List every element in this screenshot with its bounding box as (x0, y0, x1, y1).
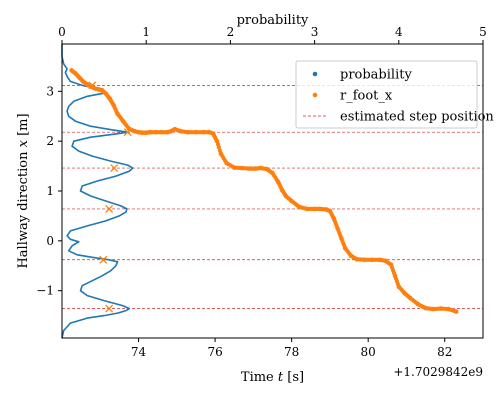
top-tick-label: 0 (58, 25, 66, 39)
probability-series (61, 44, 134, 339)
top-tick-label: 5 (479, 25, 487, 39)
r-foot-x-point (375, 257, 380, 262)
step-marker-stroke (105, 204, 114, 213)
step-marker (110, 164, 119, 173)
r-foot-x-point (338, 233, 343, 238)
r-foot-x-point (237, 165, 243, 171)
r-foot-x-point (342, 243, 347, 248)
x-axis-label-part: Time (241, 370, 278, 385)
r-foot-x-point (452, 308, 457, 314)
legend-label: r_foot_x (340, 89, 393, 104)
step-marker-stroke (88, 81, 97, 90)
legend-label: estimated step position (340, 110, 494, 125)
y-axis-ticks: −1 0 1 2 3 (36, 84, 62, 298)
step-marker-stroke (105, 304, 114, 313)
r-foot-x-point (302, 206, 308, 211)
y-axis-label-symbol: x (16, 139, 31, 147)
top-tick-label: 2 (227, 25, 235, 39)
r-foot-x-point (444, 306, 449, 312)
x-tick-label: 80 (361, 345, 376, 359)
x-axis-label-symbol: t (278, 370, 284, 385)
legend-marker (312, 92, 318, 98)
r-foot-x-point (347, 251, 352, 256)
r-foot-x-point (199, 130, 204, 135)
top-axis-label: probability (237, 13, 309, 28)
r-foot-x-point (114, 109, 119, 114)
y-tick-label: −1 (36, 284, 54, 298)
x-tick-label: 82 (437, 345, 452, 359)
x-tick-label: 74 (131, 345, 147, 359)
step-marker (105, 304, 114, 313)
r-foot-x-point (387, 261, 392, 266)
r-foot-x-point (401, 289, 406, 294)
top-tick-label: 1 (142, 25, 150, 39)
legend-label: probability (340, 68, 412, 83)
r-foot-x-point (213, 137, 219, 142)
r-foot-x-point (391, 270, 397, 276)
y-tick-label: 0 (46, 234, 54, 248)
r-foot-x-point (330, 214, 335, 219)
x-axis-label-part: [s] (283, 370, 304, 385)
x-tick-label: 76 (207, 345, 222, 359)
y-axis-label-part: [m] (16, 113, 31, 140)
r-foot-x-point (406, 294, 411, 299)
x-axis-label: Time t [s] (241, 370, 304, 385)
r-foot-x-point (191, 130, 197, 135)
x-axis-ticks: 74 76 78 80 82 (131, 338, 452, 359)
y-axis-label-part: Hallway direction (16, 147, 31, 268)
x-tick-label: 78 (284, 345, 299, 359)
y-tick-label: 3 (46, 84, 54, 98)
r-foot-x-point (217, 148, 222, 153)
r-foot-x-point (223, 158, 228, 163)
probability-curve (61, 44, 134, 339)
r-foot-x-point (288, 197, 293, 202)
top-tick-label: 4 (395, 25, 403, 39)
step-marker-stroke (123, 128, 132, 137)
r-foot-x-point (279, 185, 284, 191)
r-foot-x-point (360, 257, 365, 262)
r-foot-x-point (368, 257, 373, 262)
r-foot-x-point (421, 305, 426, 310)
r-foot-x-point (295, 203, 300, 208)
top-tick-label: 3 (311, 25, 319, 39)
r-foot-x-point (110, 101, 115, 106)
r-foot-x-point (230, 164, 235, 169)
y-tick-label: 2 (46, 134, 54, 148)
r-foot-x-point (177, 128, 182, 133)
step-marker-stroke (99, 255, 108, 264)
r-foot-x-point (274, 177, 279, 182)
r-foot-x-point (395, 281, 400, 286)
r-foot-x-point (245, 166, 250, 171)
r-foot-x-point (429, 306, 434, 311)
y-tick-label: 1 (46, 184, 54, 198)
y-axis-label: Hallway direction x [m] (16, 113, 31, 268)
legend-marker (312, 71, 318, 77)
step-marker (99, 255, 108, 264)
r-foot-x-point (269, 170, 274, 175)
legend: probability r_foot_x estimated step positi… (295, 60, 494, 129)
step-markers (88, 81, 132, 313)
r-foot-x-point (282, 192, 287, 197)
r-foot-x-point (125, 124, 130, 129)
r-foot-x-point (310, 206, 315, 211)
step-marker-stroke (110, 164, 119, 173)
step-marker (88, 81, 97, 90)
r-foot-x-point (334, 223, 339, 228)
r-foot-x-point (184, 129, 189, 135)
step-marker (123, 128, 132, 137)
r-foot-x-point (353, 256, 358, 261)
r-foot-x-point (436, 306, 442, 311)
r-foot-x-point (152, 130, 157, 135)
x-offset-label: +1.7029842e9 (393, 365, 483, 379)
r-foot-x-point (413, 300, 419, 305)
step-marker (105, 204, 114, 213)
top-axis-ticks: 0 1 2 3 4 5 (58, 25, 487, 44)
legend-box (295, 60, 478, 129)
r-foot-x-series (69, 68, 459, 314)
r-foot-x-point (119, 117, 124, 122)
